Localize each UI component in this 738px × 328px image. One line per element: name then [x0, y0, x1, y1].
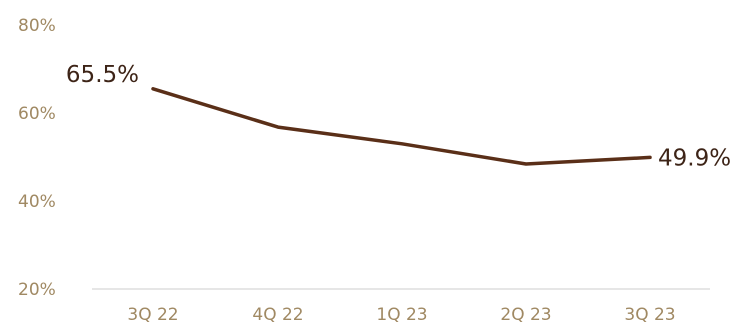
x-tick-label: 2Q 23: [500, 305, 551, 325]
y-tick-label: 20%: [18, 280, 56, 300]
data-label: 65.5%: [66, 62, 139, 88]
x-tick-label: 3Q 23: [624, 305, 675, 325]
x-axis: 3Q 22 4Q 22 1Q 23 2Q 23 3Q 23: [127, 305, 675, 325]
data-labels: 65.5% 49.9%: [66, 62, 731, 172]
y-tick-label: 80%: [18, 16, 56, 36]
data-label: 49.9%: [658, 145, 731, 171]
x-tick-label: 4Q 22: [252, 305, 303, 325]
x-tick-label: 1Q 23: [376, 305, 427, 325]
series-line: [151, 87, 652, 166]
y-tick-label: 40%: [18, 192, 56, 212]
y-axis: 20% 40% 60% 80%: [18, 16, 56, 300]
x-tick-label: 3Q 22: [127, 305, 178, 325]
y-tick-label: 60%: [18, 104, 56, 124]
